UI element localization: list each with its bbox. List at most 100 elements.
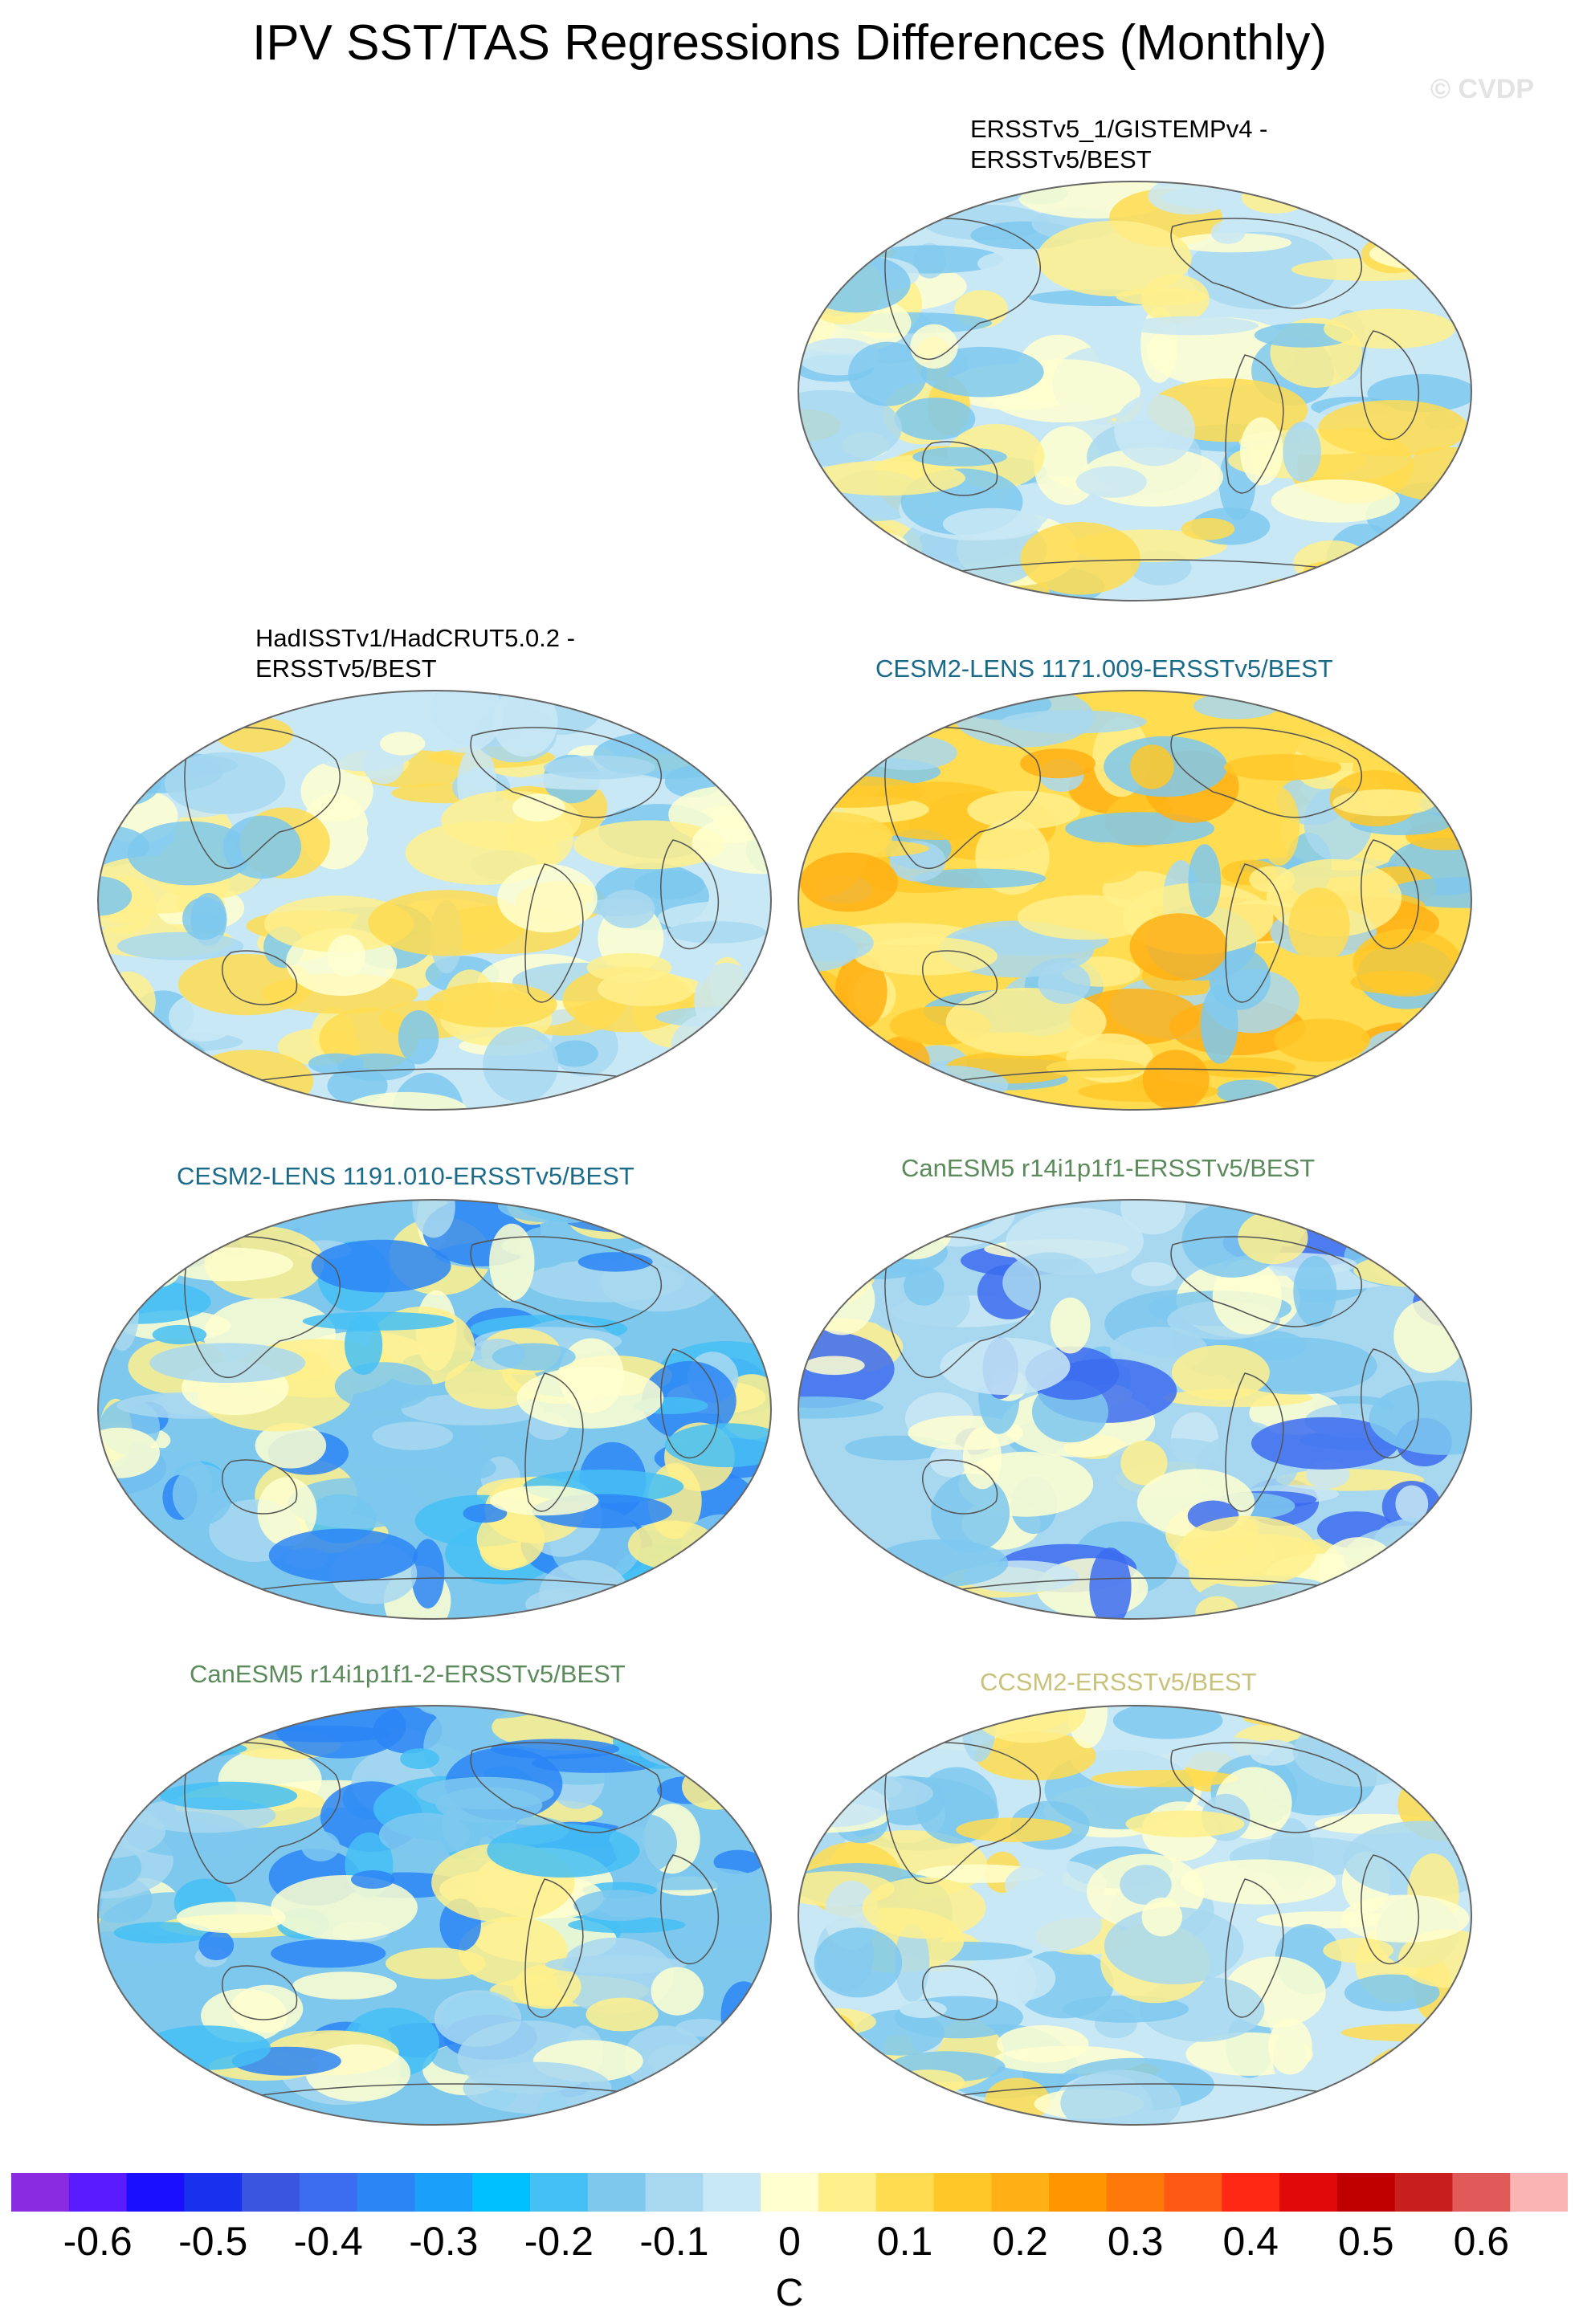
coastline bbox=[922, 441, 998, 496]
colorbar-tick-label: 0.5 bbox=[1338, 2219, 1394, 2264]
map-p7 bbox=[798, 1705, 1472, 2126]
colorbar-swatch bbox=[818, 2173, 877, 2212]
map-p1 bbox=[798, 181, 1472, 601]
colorbar-swatch bbox=[299, 2173, 358, 2212]
panel-title-p7: CCSM2-ERSSTv5/BEST bbox=[980, 1668, 1257, 1696]
coastline bbox=[470, 727, 663, 818]
colorbar-tick-label: -0.2 bbox=[524, 2219, 594, 2264]
map-border bbox=[97, 1199, 772, 1620]
colorbar-swatch bbox=[1336, 2173, 1396, 2212]
map-p4 bbox=[97, 1199, 772, 1620]
map-p6 bbox=[97, 1705, 772, 2126]
colorbar-swatch bbox=[357, 2173, 415, 2212]
colorbar-swatch bbox=[126, 2173, 185, 2212]
colorbar-tick-label: -0.1 bbox=[639, 2219, 709, 2264]
colorbar-tick-label: -0.5 bbox=[178, 2219, 248, 2264]
coastline bbox=[884, 727, 1041, 870]
coastline bbox=[660, 1854, 720, 1965]
map-border bbox=[798, 690, 1472, 1111]
coastline bbox=[222, 1459, 298, 1515]
coastline bbox=[1170, 727, 1363, 818]
panel-title-p6: CanESM5 r14i1p1f1-2-ERSSTv5/BEST bbox=[190, 1660, 626, 1688]
colorbar-tick-label: 0 bbox=[778, 2219, 801, 2264]
coastline bbox=[1361, 1854, 1420, 1965]
colorbar-swatch bbox=[703, 2173, 761, 2212]
panel-title-p3: CESM2-LENS 1171.009-ERSSTv5/BEST bbox=[875, 654, 1333, 683]
colorbar-swatch bbox=[933, 2173, 992, 2212]
colorbar-tick-label: 0.6 bbox=[1453, 2219, 1510, 2264]
coastline bbox=[884, 218, 1041, 361]
colorbar-swatch bbox=[761, 2173, 819, 2212]
coastline bbox=[922, 1965, 998, 2020]
colorbar-tick-label: -0.4 bbox=[293, 2219, 363, 2264]
coastline bbox=[884, 1742, 1041, 1885]
colorbar-swatch bbox=[414, 2173, 473, 2212]
coastline bbox=[1225, 863, 1284, 1003]
coastline bbox=[1361, 330, 1420, 441]
colorbar-swatch bbox=[1279, 2173, 1338, 2212]
coastline bbox=[184, 1236, 341, 1379]
map-border bbox=[798, 1199, 1472, 1620]
map-border bbox=[798, 181, 1472, 601]
coastline bbox=[524, 1878, 584, 2018]
coastline bbox=[660, 839, 720, 950]
coastline bbox=[184, 1742, 341, 1885]
colorbar-swatch bbox=[242, 2173, 300, 2212]
colorbar-swatch bbox=[1049, 2173, 1108, 2212]
colorbar-tick-label: 0.3 bbox=[1107, 2219, 1164, 2264]
page-title: IPV SST/TAS Regressions Differences (Mon… bbox=[251, 15, 1328, 71]
coastline bbox=[1170, 1236, 1363, 1327]
colorbar-swatch bbox=[1164, 2173, 1222, 2212]
colorbar-tick-label: -0.3 bbox=[409, 2219, 479, 2264]
coastline bbox=[470, 1236, 663, 1327]
colorbar-swatch bbox=[991, 2173, 1050, 2212]
coastline bbox=[922, 1459, 998, 1515]
coastline bbox=[1361, 839, 1420, 950]
colorbar-tick-label: 0.1 bbox=[876, 2219, 933, 2264]
colorbar-swatch bbox=[472, 2173, 531, 2212]
colorbar-swatch bbox=[68, 2173, 128, 2212]
coastline bbox=[1170, 1742, 1363, 1833]
cvdp-credit: © CVDP bbox=[1430, 74, 1534, 104]
coastline bbox=[184, 727, 341, 870]
map-border bbox=[97, 690, 772, 1111]
coastline bbox=[1170, 218, 1363, 309]
panel-title-p2: HadISSTv1/HadCRUT5.0.2 - ERSSTv5/BEST bbox=[255, 624, 575, 683]
coastline bbox=[1225, 1372, 1284, 1512]
map-p3 bbox=[798, 690, 1472, 1111]
panel-title-p5: CanESM5 r14i1p1f1-ERSSTv5/BEST bbox=[901, 1154, 1316, 1182]
map-p5 bbox=[798, 1199, 1472, 1620]
coastline bbox=[524, 1372, 584, 1512]
coastline bbox=[1361, 1348, 1420, 1459]
coastline bbox=[222, 1965, 298, 2020]
colorbar-tick-label: -0.6 bbox=[63, 2219, 133, 2264]
colorbar-swatch bbox=[587, 2173, 647, 2212]
coastline bbox=[922, 950, 998, 1005]
colorbar-swatch bbox=[1510, 2173, 1568, 2212]
colorbar-swatch bbox=[184, 2173, 243, 2212]
colorbar-swatch bbox=[645, 2173, 704, 2212]
panel-title-p1: ERSSTv5_1/GISTEMPv4 - ERSSTv5/BEST bbox=[970, 115, 1268, 173]
map-p2 bbox=[97, 690, 772, 1111]
colorbar-swatch bbox=[875, 2173, 934, 2212]
colorbar-swatch bbox=[11, 2173, 70, 2212]
coastline bbox=[660, 1348, 720, 1459]
coastline bbox=[222, 950, 298, 1005]
coastline bbox=[524, 863, 584, 1003]
colorbar-tick-label: 0.4 bbox=[1222, 2219, 1279, 2264]
colorbar-units: C bbox=[775, 2272, 804, 2314]
panel-title-p4: CESM2-LENS 1191.010-ERSSTv5/BEST bbox=[177, 1162, 634, 1190]
coastline bbox=[1225, 1878, 1284, 2018]
colorbar-tick-label: 0.2 bbox=[992, 2219, 1048, 2264]
colorbar-swatch bbox=[1222, 2173, 1280, 2212]
colorbar bbox=[11, 2173, 1568, 2212]
colorbar-swatch bbox=[1106, 2173, 1165, 2212]
coastline bbox=[1225, 354, 1284, 494]
colorbar-swatch bbox=[530, 2173, 589, 2212]
colorbar-swatch bbox=[1394, 2173, 1453, 2212]
coastline bbox=[470, 1742, 663, 1833]
coastline bbox=[884, 1236, 1041, 1379]
map-border bbox=[97, 1705, 772, 2126]
colorbar-swatch bbox=[1452, 2173, 1511, 2212]
map-border bbox=[798, 1705, 1472, 2126]
